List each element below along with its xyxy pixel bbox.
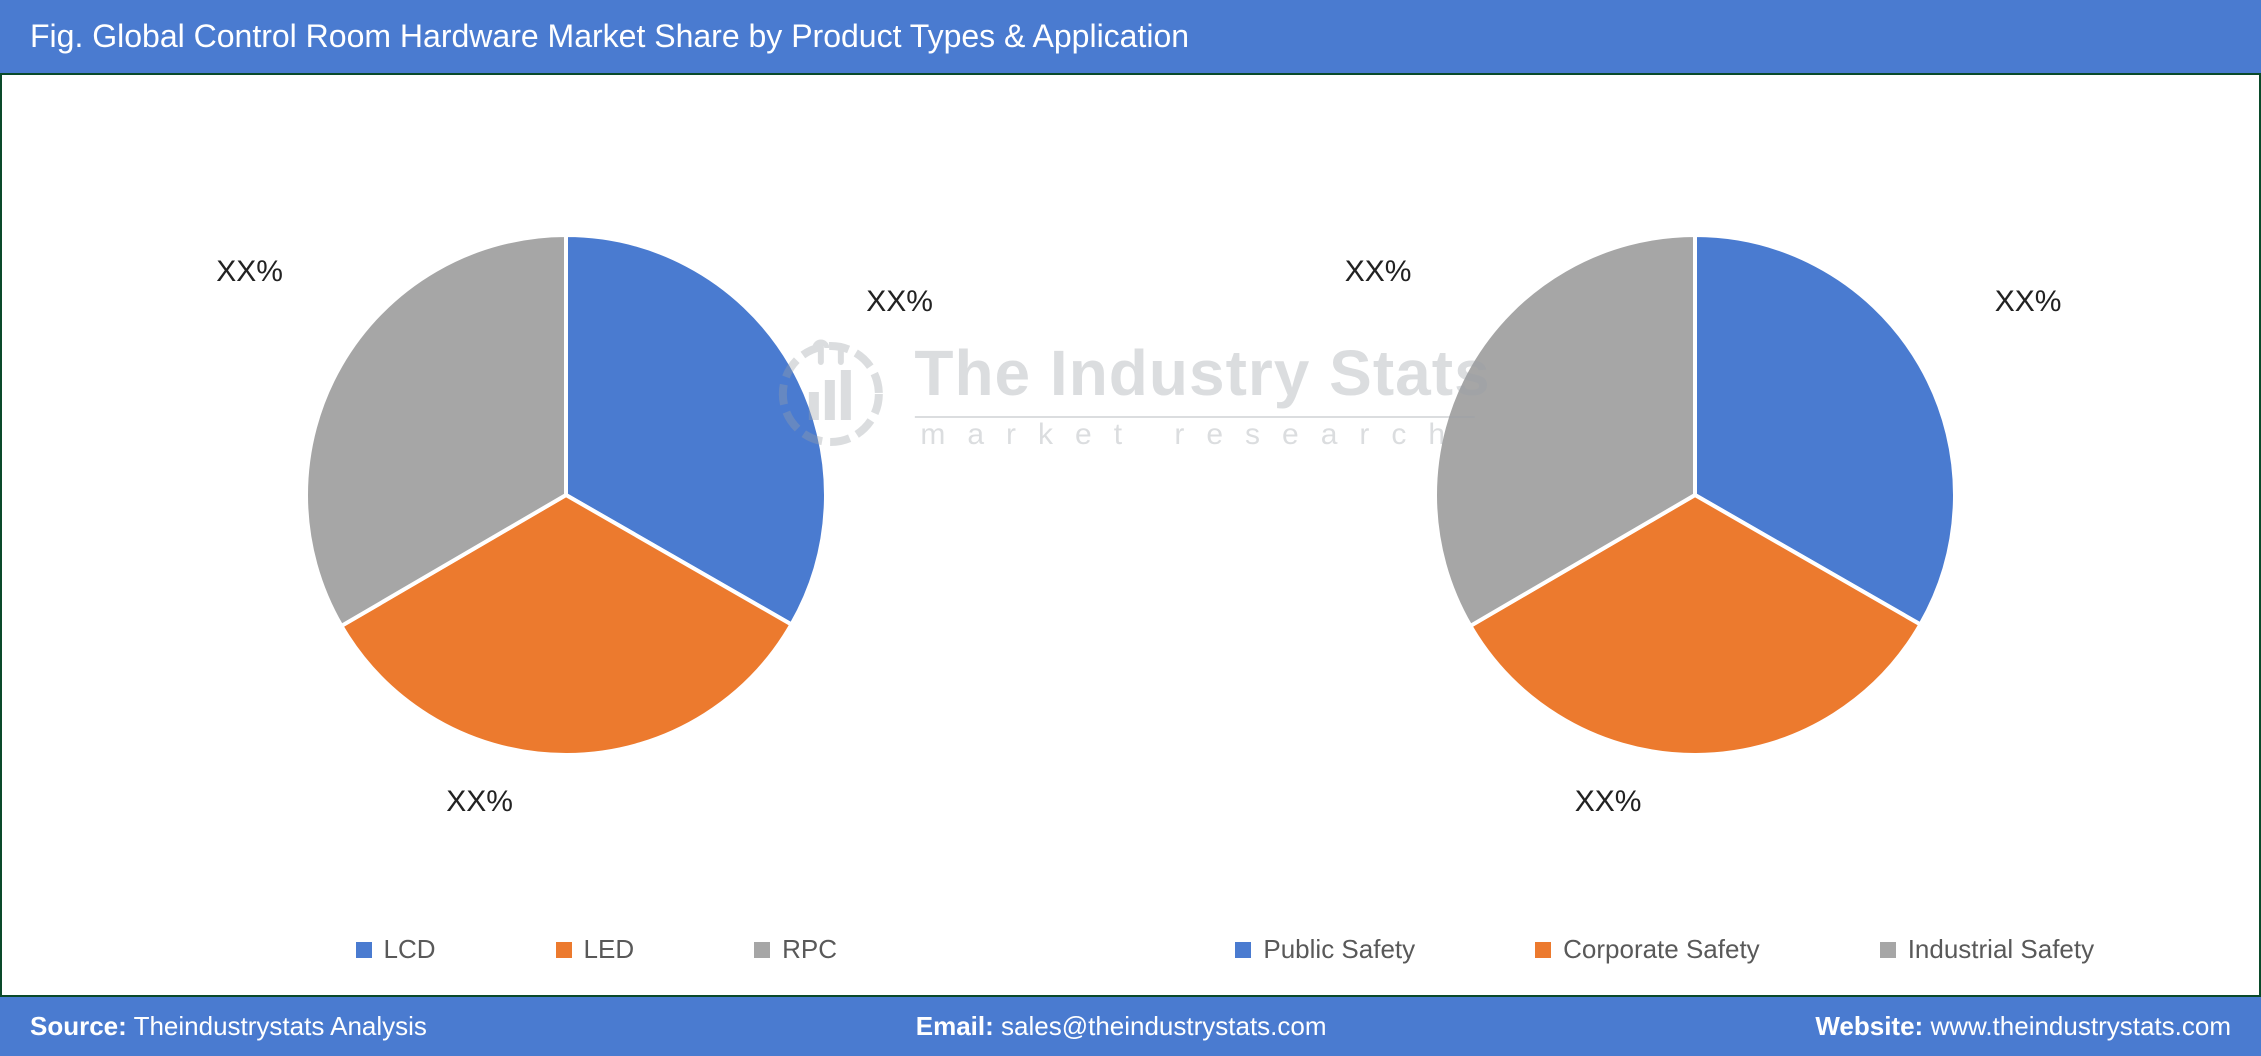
legend-right: Public Safety Corporate Safety Industrial … [1131,934,2200,965]
legend-label: Industrial Safety [1908,934,2094,965]
legend-item: LED [556,934,635,965]
legend-item: Public Safety [1235,934,1415,965]
legend-label: Public Safety [1263,934,1415,965]
legend-swatch [1880,942,1896,958]
legend-swatch [356,942,372,958]
footer-website-label: Website: [1815,1011,1923,1041]
legend-left: LCD LED RPC [62,934,1131,965]
figure-container: Fig. Global Control Room Hardware Market… [0,0,2261,1056]
footer-source-label: Source: [30,1011,127,1041]
pie-right-svg [1415,215,1975,775]
figure-title: Fig. Global Control Room Hardware Market… [30,18,1189,54]
slice-label: XX% [446,785,513,819]
chart-panel-right: XX% XX% XX% [1131,75,2260,914]
chart-area: XX%XX%XX% XX%XX%XX% The Industry Stats [0,73,2261,997]
pie-right-wrap: XX%XX%XX% [1415,215,1975,775]
legend-swatch [754,942,770,958]
slice-label: XX% [866,285,933,319]
footer-bar: Source: Theindustrystats Analysis Email:… [0,997,2261,1056]
title-bar: Fig. Global Control Room Hardware Market… [0,0,2261,73]
footer-email-label: Email: [916,1011,994,1041]
legend-item: RPC [754,934,837,965]
legend-row: LCD LED RPC Public Safety Corporate Safety I… [2,914,2259,995]
footer-website: Website: www.theindustrystats.com [1815,1011,2231,1042]
slice-label: XX% [1575,785,1642,819]
slice-label: XX% [1995,285,2062,319]
legend-swatch [1235,942,1251,958]
pie-left-svg [286,215,846,775]
footer-email-value: sales@theindustrystats.com [1001,1011,1327,1041]
footer-website-value: www.theindustrystats.com [1930,1011,2231,1041]
legend-item: LCD [356,934,436,965]
legend-label: LED [584,934,635,965]
pie-left-wrap: XX%XX%XX% [286,215,846,775]
footer-email: Email: sales@theindustrystats.com [916,1011,1327,1042]
legend-swatch [556,942,572,958]
slice-label: XX% [1345,255,1412,289]
legend-label: LCD [384,934,436,965]
charts-row: XX%XX%XX% XX%XX%XX% The Industry Stats [2,75,2259,914]
slice-label: XX% [216,255,283,289]
chart-panel-left: XX% XX% XX% [2,75,1131,914]
legend-label: Corporate Safety [1563,934,1760,965]
legend-swatch [1535,942,1551,958]
legend-item: Industrial Safety [1880,934,2094,965]
footer-source: Source: Theindustrystats Analysis [30,1011,427,1042]
legend-item: Corporate Safety [1535,934,1760,965]
footer-source-value: Theindustrystats Analysis [134,1011,427,1041]
legend-label: RPC [782,934,837,965]
